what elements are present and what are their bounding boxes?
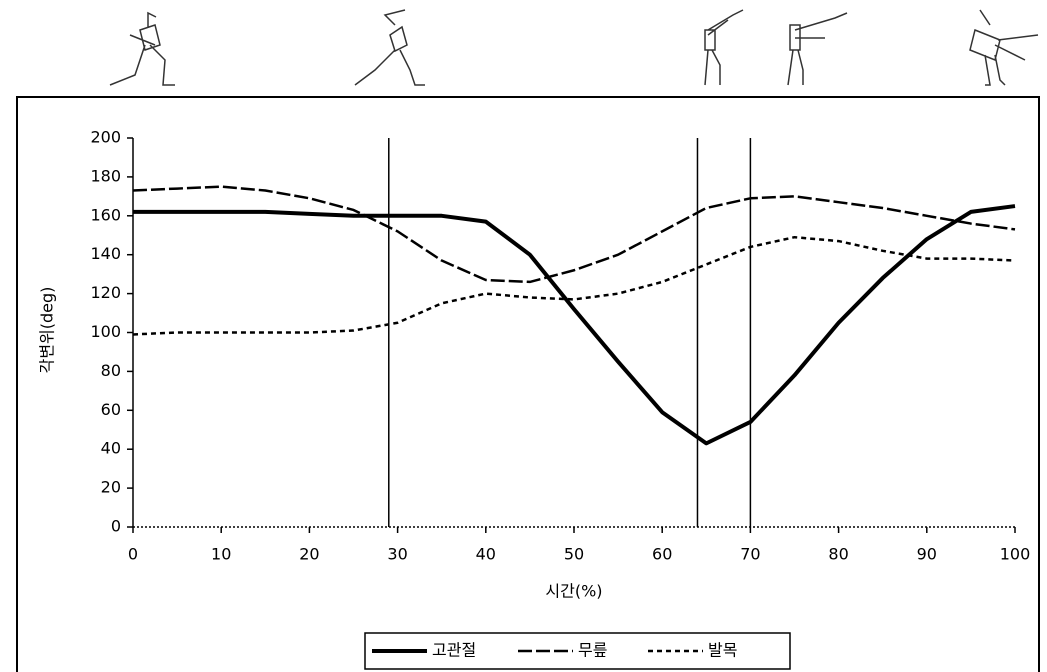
chart-frame	[16, 96, 1040, 672]
figure	[787, 12, 848, 86]
series-line	[132, 235, 1016, 336]
x-tick-label: 100	[1000, 545, 1031, 564]
x-tick-label: 40	[476, 545, 496, 564]
x-axis-label: 시간(%)	[545, 582, 602, 601]
y-tick-label: 100	[90, 322, 121, 341]
x-tick-label: 60	[652, 545, 672, 564]
y-tick-label: 0	[111, 517, 121, 536]
figure	[354, 9, 425, 86]
y-tick-label: 80	[101, 361, 121, 380]
y-tick-label: 140	[90, 244, 121, 263]
y-tick-label: 160	[90, 205, 121, 224]
figure	[969, 9, 1039, 86]
series-line	[132, 185, 1016, 284]
y-tick-label: 180	[90, 166, 121, 185]
y-tick-label: 120	[90, 283, 121, 302]
x-tick-label: 70	[740, 545, 760, 564]
legend-label: 발목	[708, 641, 737, 660]
series-line	[133, 204, 1016, 446]
x-tick-label: 90	[917, 545, 937, 564]
y-tick-label: 200	[90, 128, 121, 147]
legend-label: 무릎	[578, 641, 607, 660]
x-tick-label: 80	[828, 545, 848, 564]
legend-label: 고관절	[432, 641, 476, 660]
stick-figures	[109, 9, 1039, 86]
y-tick-label: 60	[101, 400, 121, 419]
x-tick-label: 50	[564, 545, 584, 564]
legend	[364, 632, 791, 670]
x-tick-label: 10	[211, 545, 231, 564]
figure	[704, 9, 744, 86]
y-tick-label: 40	[101, 439, 121, 458]
x-tick-label: 0	[128, 545, 138, 564]
x-tick-label: 30	[387, 545, 407, 564]
x-tick-label: 20	[299, 545, 319, 564]
figure	[109, 11, 175, 86]
y-tick-label: 20	[101, 478, 121, 497]
y-axis-label: 각변위(deg)	[38, 287, 57, 374]
